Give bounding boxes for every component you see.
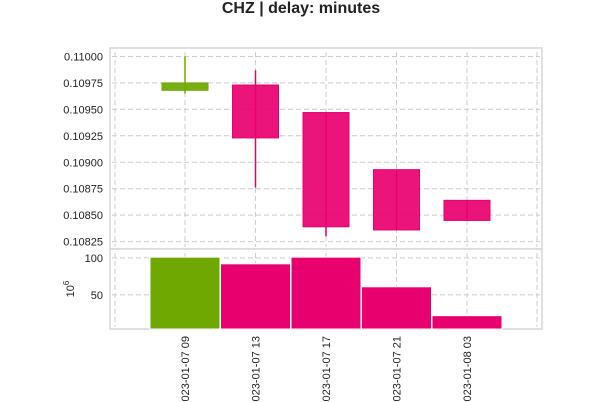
candle-body (161, 82, 209, 91)
volume-y-tick-label: 50 (91, 290, 103, 302)
price-y-axis: 0.11000 0.10975 0.10950 0.10925 0.10900 0.108… (63, 51, 103, 248)
price-y-tick-label: 0.10975 (63, 78, 103, 90)
volume-bar (220, 263, 291, 330)
price-y-tick-label: 0.11000 (64, 51, 103, 63)
candle-body (443, 199, 491, 221)
x-axis: 023-01-07 09 023-01-07 13 023-01-07 17 023-… (180, 336, 474, 401)
volume-bar (149, 256, 221, 330)
candlestick-series (161, 56, 491, 237)
volume-axis-label-base: 10 (65, 285, 77, 297)
volume-bar-series (149, 256, 503, 330)
candle-body (232, 84, 279, 139)
x-tick-label: 023-01-07 09 (180, 336, 192, 401)
x-tick-label: 023-01-07 17 (321, 336, 333, 401)
volume-y-axis: 100 50 (85, 253, 103, 302)
volume-axis-label: 106 (62, 280, 77, 297)
price-y-tick-label: 0.10900 (63, 157, 103, 169)
price-y-tick-label: 0.10950 (63, 104, 103, 116)
price-y-tick-label: 0.10825 (63, 237, 103, 249)
volume-bar (431, 315, 503, 330)
price-y-tick-label: 0.10850 (63, 210, 103, 222)
volume-bar (361, 286, 432, 330)
x-tick-label: 023-01-07 13 (251, 336, 263, 401)
price-y-tick-label: 0.10875 (63, 184, 103, 196)
candle-body (373, 169, 420, 231)
price-y-tick-label: 0.10925 (63, 131, 103, 143)
x-tick-label: 023-01-08 03 (462, 336, 474, 401)
x-tick-label: 023-01-07 21 (392, 336, 404, 401)
volume-y-tick-label: 100 (85, 253, 103, 265)
chart-title: CHZ | delay: minutes (222, 0, 380, 17)
candle-body (302, 112, 350, 228)
volume-axis-label-exponent: 6 (62, 280, 71, 285)
volume-bar (290, 256, 362, 330)
